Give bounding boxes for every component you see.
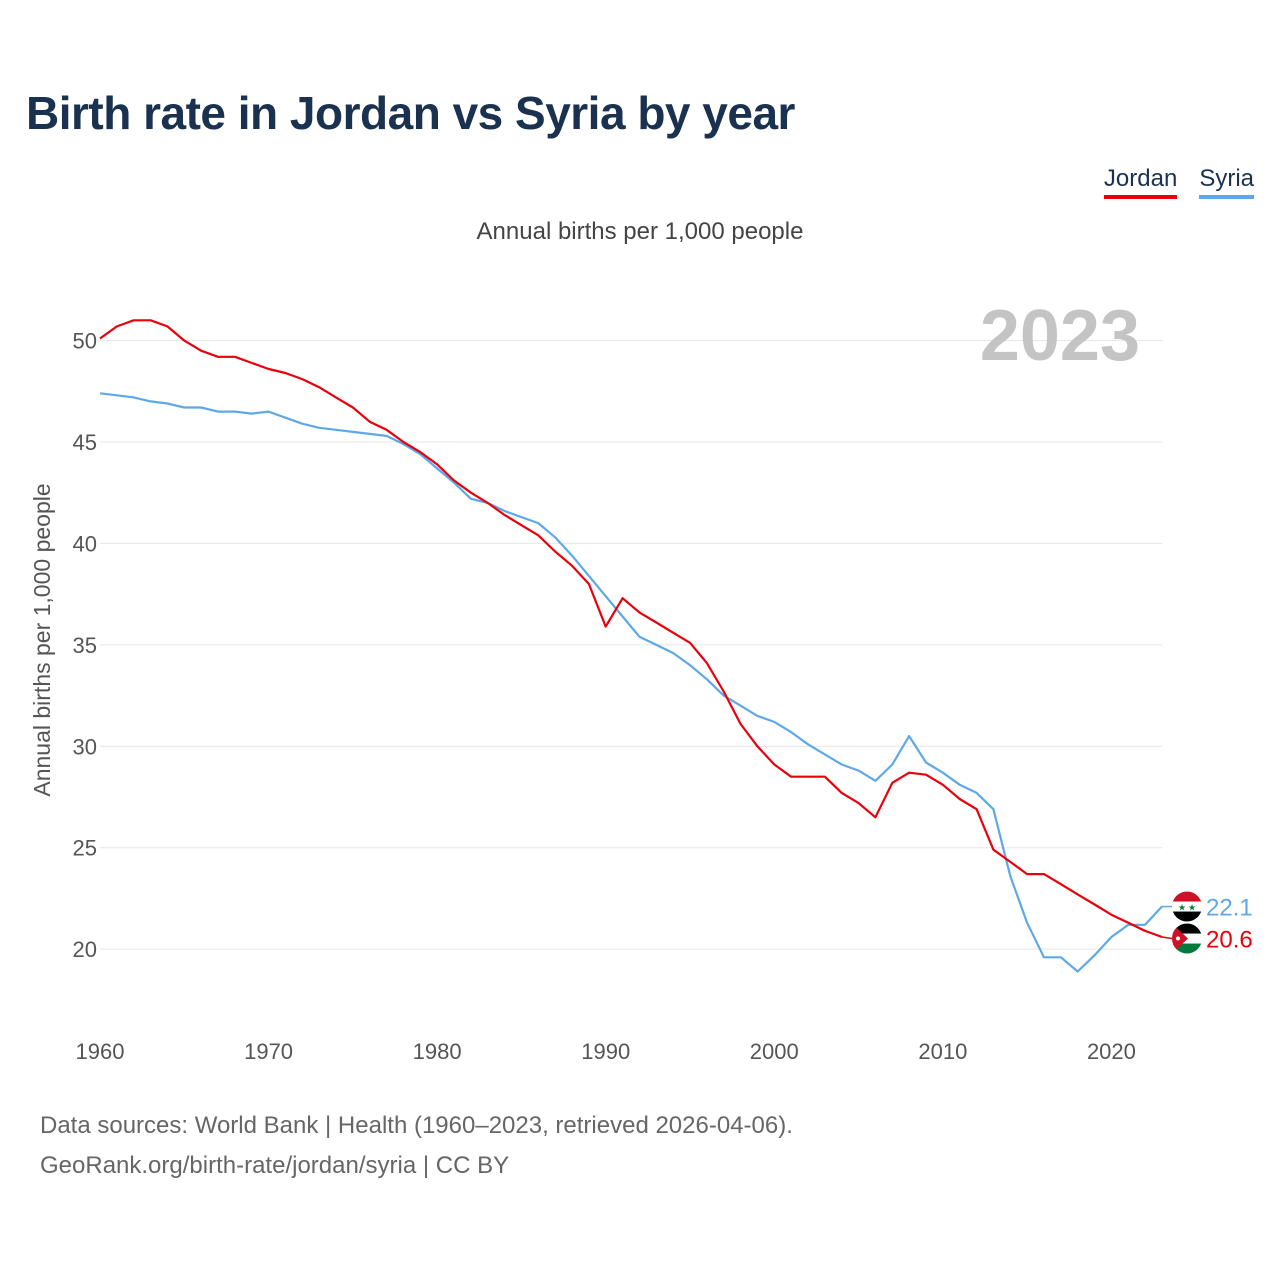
x-tick-label-1960: 1960 xyxy=(76,1039,125,1064)
end-label-jordan: 20.6 xyxy=(1206,927,1253,954)
y-axis-label: Annual births per 1,000 people xyxy=(29,483,55,796)
series-line-jordan xyxy=(99,319,1163,939)
series-line-syria xyxy=(99,392,1163,973)
y-tick-label-30: 30 xyxy=(73,734,97,759)
jordan-end-connector xyxy=(1161,936,1173,940)
legend-item-syria[interactable]: Syria xyxy=(1199,165,1254,199)
y-tick-label-50: 50 xyxy=(73,329,97,354)
source-line-2[interactable]: GeoRank.org/birth-rate/jordan/syria | CC… xyxy=(40,1152,510,1179)
syria-flag-icon: ★ ★ xyxy=(1172,891,1202,922)
x-tick-label-2000: 2000 xyxy=(750,1039,799,1064)
x-tick-label-1990: 1990 xyxy=(581,1039,630,1064)
y-tick-label-20: 20 xyxy=(73,937,97,962)
line-chart: 20 25 30 35 40 45 50 1960 1970 1980 1990 2000 2010 20… xyxy=(29,296,1253,1064)
y-tick-label-35: 35 xyxy=(73,633,97,658)
legend-item-jordan[interactable]: Jordan xyxy=(1103,165,1178,199)
svg-text:★: ★ xyxy=(1188,903,1196,913)
source-note: Data sources: World Bank | Health (1960–… xyxy=(40,1106,793,1186)
jordan-flag-icon xyxy=(1172,923,1202,954)
x-tick-label-2020: 2020 xyxy=(1087,1039,1136,1064)
end-label-syria: 22.1 xyxy=(1206,895,1253,922)
x-tick-label-2010: 2010 xyxy=(918,1039,967,1064)
svg-text:★: ★ xyxy=(1178,903,1186,913)
x-tick-label-1970: 1970 xyxy=(244,1039,293,1064)
y-tick-label-25: 25 xyxy=(73,836,97,861)
chart-title: Birth rate in Jordan vs Syria by year xyxy=(26,87,795,139)
chart-subtitle: Annual births per 1,000 people xyxy=(476,218,804,245)
year-label: 2023 xyxy=(980,296,1140,376)
x-tick-label-1980: 1980 xyxy=(413,1039,462,1064)
y-tick-label-40: 40 xyxy=(73,531,97,556)
source-line-1: Data sources: World Bank | Health (1960–… xyxy=(40,1112,793,1139)
y-tick-label-45: 45 xyxy=(73,430,97,455)
legend: Jordan Syria xyxy=(1103,165,1254,199)
